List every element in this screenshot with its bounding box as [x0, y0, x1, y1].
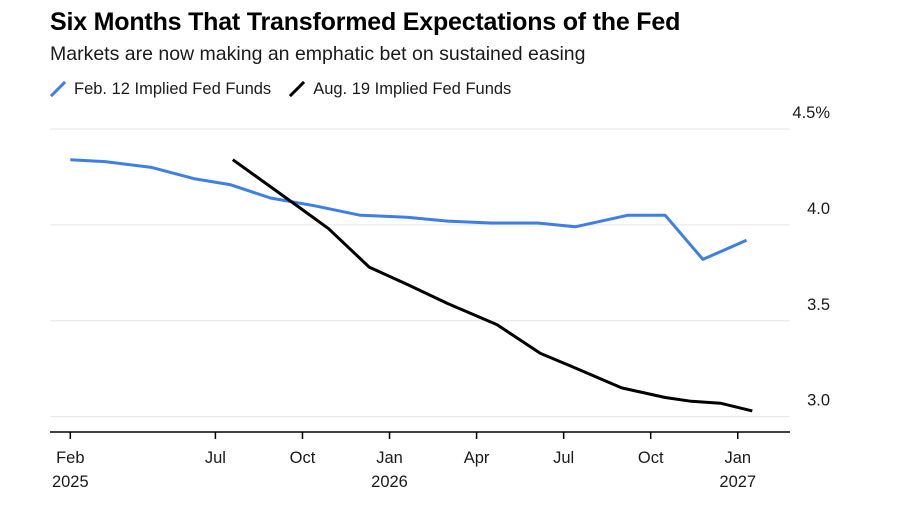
y-tick-label: 3.0: [807, 392, 830, 410]
y-tick-label: 3.5: [807, 296, 830, 314]
x-tick-year-label: 2026: [371, 473, 408, 491]
x-tick-label: Jan: [376, 449, 403, 467]
legend-label-aug: Aug. 19 Implied Fed Funds: [313, 79, 512, 98]
series-line-feb: [70, 158, 748, 261]
legend-item-aug: Aug. 19 Implied Fed Funds: [289, 80, 511, 99]
x-tick-year-label: 2027: [719, 473, 756, 491]
y-axis-labels: 4.5% 4.0 3.5 3.0: [792, 104, 830, 410]
y-tick-label: 4.0: [807, 200, 830, 218]
x-tick-label: Oct: [290, 449, 316, 467]
legend-swatch-aug: [289, 81, 306, 97]
x-tick-label: Feb: [56, 449, 84, 467]
x-tick-label: Oct: [638, 449, 664, 467]
legend: Feb. 12 Implied Fed Funds Aug. 19 Implie…: [50, 78, 529, 100]
legend-item-feb: Feb. 12 Implied Fed Funds: [50, 80, 271, 99]
x-tick-label: Jul: [205, 449, 226, 467]
x-tick-label: Apr: [464, 449, 490, 467]
legend-label-feb: Feb. 12 Implied Fed Funds: [74, 79, 272, 98]
series-line-aug: [231, 158, 753, 413]
x-axis: Feb 2025 Jul Oct Jan 2026 Apr Jul Oct Jan 2027: [50, 431, 790, 491]
legend-swatch-feb: [50, 81, 66, 97]
x-tick-label: Jan: [724, 449, 751, 467]
x-tick-label: Jul: [553, 449, 574, 467]
chart-title: Six Months That Transformed Expectations…: [50, 8, 681, 36]
x-tick-year-label: 2025: [52, 473, 89, 491]
series-lines: [70, 158, 753, 413]
chart-subtitle: Markets are now making an emphatic bet o…: [50, 43, 586, 65]
y-tick-label: 4.5%: [792, 104, 830, 122]
gridlines: [50, 128, 790, 418]
